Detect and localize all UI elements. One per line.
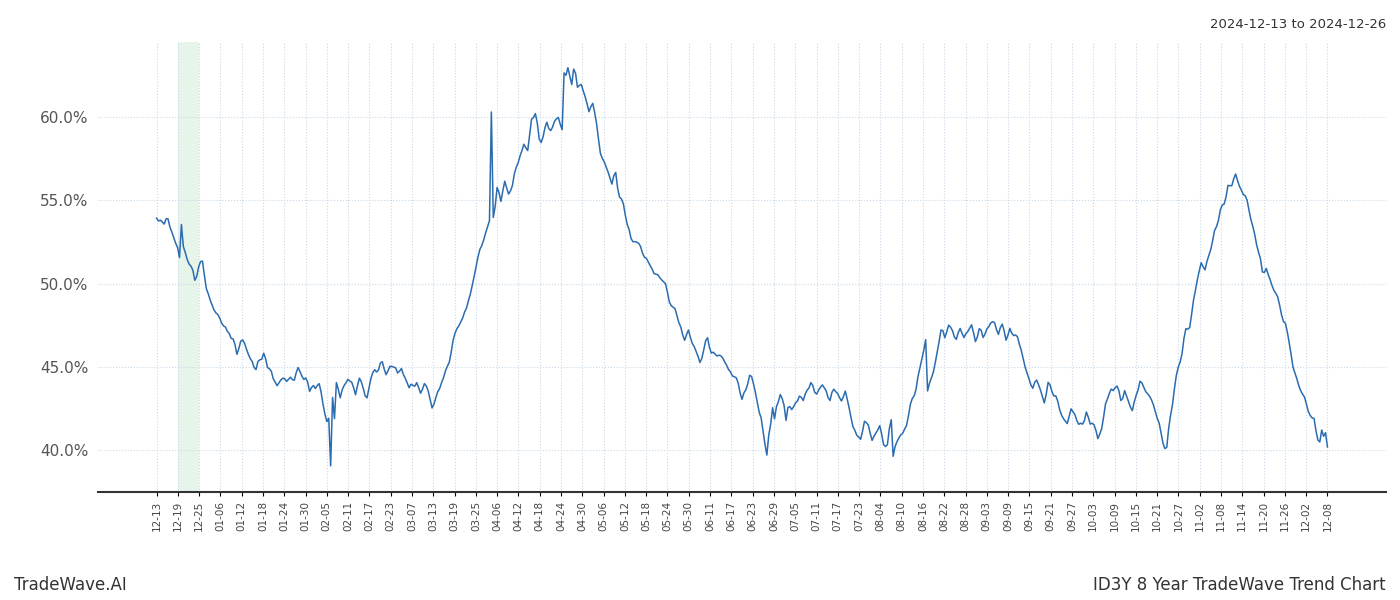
Text: TradeWave.AI: TradeWave.AI	[14, 576, 127, 594]
Text: ID3Y 8 Year TradeWave Trend Chart: ID3Y 8 Year TradeWave Trend Chart	[1093, 576, 1386, 594]
Text: 2024-12-13 to 2024-12-26: 2024-12-13 to 2024-12-26	[1210, 18, 1386, 31]
Bar	[178, 42, 199, 492]
